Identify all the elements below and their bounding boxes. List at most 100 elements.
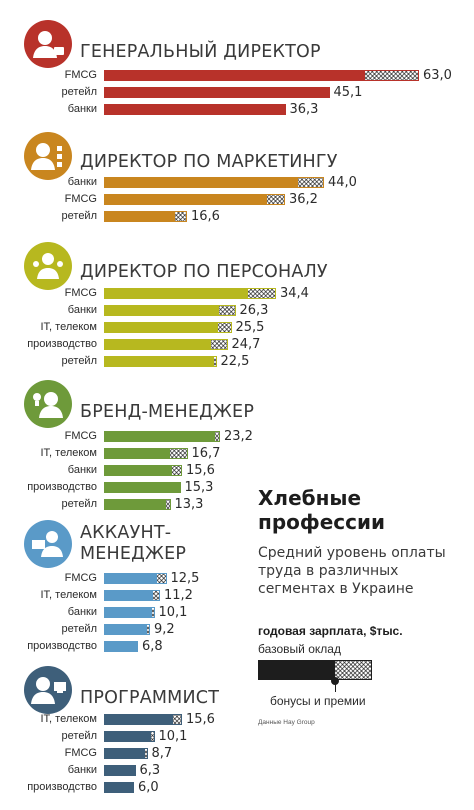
- bar-bonus: [174, 211, 187, 222]
- value-label: 10,1: [158, 605, 188, 620]
- value-label: 8,7: [151, 746, 173, 761]
- bar-base: [104, 288, 247, 299]
- hr-icon: [24, 242, 72, 290]
- value-label: 44,0: [328, 175, 357, 190]
- bar-base: [104, 782, 134, 793]
- value-label: 15,6: [186, 463, 215, 478]
- group-title: БРЕНД-МЕНЕДЖЕР: [80, 402, 255, 422]
- bar-bonus: [172, 714, 182, 725]
- bar-base: [104, 641, 136, 652]
- segment-label: банки: [67, 304, 97, 316]
- account-icon: [24, 520, 72, 568]
- value-label: 25,5: [235, 320, 265, 335]
- bar-bonus: [155, 573, 167, 584]
- bar-bonus: [146, 624, 150, 635]
- bar-base: [104, 431, 214, 442]
- segment-label: ретейл: [61, 623, 97, 635]
- value-label: 36,2: [289, 192, 318, 207]
- value-label: 24,7: [231, 337, 261, 352]
- bar-base: [104, 748, 144, 759]
- segment-label: производство: [27, 640, 97, 652]
- segment-label: ретейл: [61, 86, 97, 98]
- bar-base: [104, 104, 286, 115]
- segment-label: производство: [27, 781, 97, 793]
- legend-bonus-label: бонусы и премии: [270, 694, 366, 708]
- chart-title: Хлебные профессии: [258, 486, 386, 534]
- director-icon: [24, 20, 72, 68]
- value-label: 6,8: [142, 639, 163, 654]
- segment-label: банки: [67, 764, 97, 776]
- value-label: 6,0: [138, 780, 159, 795]
- bar-base: [104, 211, 174, 222]
- bar-base: [104, 731, 150, 742]
- chart-subtitle: Средний уровень оплаты труда в различных…: [258, 545, 446, 597]
- value-label: 11,2: [164, 588, 193, 603]
- value-label: 15,3: [184, 480, 214, 495]
- segment-label: банки: [67, 464, 97, 476]
- marketing-icon: [24, 132, 72, 180]
- segment-label: FMCG: [64, 193, 97, 205]
- bar-base: [104, 339, 210, 350]
- bar-base: [104, 305, 218, 316]
- bar-base: [104, 590, 152, 601]
- bar-bonus: [209, 339, 228, 350]
- segment-label: ретейл: [61, 210, 97, 222]
- value-label: 16,7: [191, 446, 221, 461]
- legend-pointer-dot: [331, 677, 339, 685]
- segment-label: банки: [67, 176, 97, 188]
- group-title: ПРОГРАММИСТ: [80, 688, 220, 708]
- bar-base: [104, 624, 146, 635]
- bar-base: [104, 87, 330, 98]
- value-label: 9,2: [154, 622, 175, 637]
- bar-bonus: [149, 731, 155, 742]
- value-label: 26,3: [239, 303, 269, 318]
- segment-label: FMCG: [64, 747, 97, 759]
- bar-bonus: [136, 641, 138, 652]
- segment-label: FMCG: [64, 287, 97, 299]
- bar-bonus: [143, 748, 148, 759]
- bar-bonus: [216, 322, 232, 333]
- segment-label: ретейл: [61, 355, 97, 367]
- value-label: 34,4: [280, 286, 309, 301]
- value-label: 10,1: [158, 729, 188, 744]
- bar-base: [104, 356, 213, 367]
- legend-bonus-swatch: [334, 660, 372, 680]
- bar-bonus: [150, 607, 155, 618]
- segment-label: IT, телеком: [40, 713, 98, 725]
- bar-bonus: [214, 431, 220, 442]
- bar-base: [104, 70, 364, 81]
- group-title: ГЕНЕРАЛЬНЫЙ ДИРЕКТОР: [80, 42, 321, 62]
- value-label: 36,3: [289, 102, 319, 117]
- bar-base: [104, 465, 171, 476]
- segment-label: банки: [67, 606, 97, 618]
- bar-bonus: [266, 194, 285, 205]
- value-label: 15,6: [186, 712, 215, 727]
- bar-base: [104, 194, 266, 205]
- value-label: 45,1: [333, 85, 363, 100]
- bar-bonus: [178, 482, 181, 493]
- segment-label: ретейл: [61, 498, 97, 510]
- bar-base: [104, 177, 297, 188]
- value-label: 63,0: [423, 68, 452, 83]
- group-title: ДИРЕКТОР ПО ПЕРСОНАЛУ: [80, 262, 328, 282]
- segment-label: FMCG: [64, 430, 97, 442]
- bar-base: [104, 448, 169, 459]
- bar-base: [104, 765, 136, 776]
- segment-label: банки: [67, 103, 97, 115]
- bar-base: [104, 573, 156, 584]
- brand-icon: [24, 380, 72, 428]
- segment-label: FMCG: [64, 572, 97, 584]
- bar-base: [104, 322, 217, 333]
- segment-label: производство: [27, 481, 97, 493]
- value-label: 22,5: [220, 354, 250, 369]
- legend-base-label: базовый оклад: [258, 642, 341, 656]
- bar-base: [104, 482, 179, 493]
- value-label: 23,2: [224, 429, 253, 444]
- bar-base: [104, 714, 172, 725]
- legend-pointer-line: [335, 680, 336, 692]
- group-title: АККАУНТ- МЕНЕДЖЕР: [80, 523, 187, 564]
- bar-bonus: [171, 465, 182, 476]
- bar-bonus: [364, 70, 419, 81]
- bar-bonus: [168, 448, 188, 459]
